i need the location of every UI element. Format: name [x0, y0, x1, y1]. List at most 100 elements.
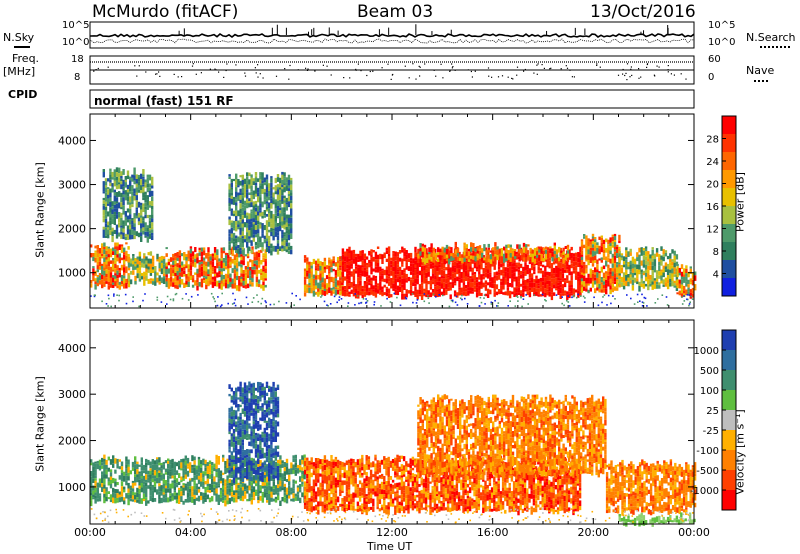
data-cell — [526, 285, 529, 291]
data-cell — [263, 437, 266, 443]
data-cell — [232, 199, 236, 205]
data-cell — [448, 246, 451, 250]
echo-dot — [689, 301, 691, 303]
data-cell — [290, 215, 293, 218]
data-cell — [104, 201, 108, 207]
data-cell — [687, 271, 690, 278]
data-cell — [470, 242, 473, 248]
freq-dot — [670, 73, 672, 75]
data-cell — [218, 282, 221, 289]
data-cell — [613, 242, 617, 247]
data-cell — [647, 284, 650, 291]
freq-dot — [549, 68, 551, 70]
data-cell — [636, 257, 639, 262]
data-cell — [235, 199, 238, 203]
data-cell — [109, 171, 112, 175]
data-cell — [129, 180, 132, 186]
data-cell — [310, 262, 313, 266]
data-cell — [178, 499, 181, 504]
data-cell — [589, 239, 592, 242]
data-cell — [265, 206, 269, 210]
data-cell — [113, 216, 116, 223]
data-cell — [241, 431, 244, 435]
echo-dot — [264, 300, 267, 302]
data-cell — [616, 287, 619, 291]
data-cell — [129, 204, 132, 209]
data-cell — [485, 253, 488, 256]
data-cell — [328, 287, 331, 293]
data-cell — [321, 287, 324, 290]
data-cell — [252, 195, 255, 200]
echo-dot — [354, 293, 356, 295]
data-cell — [171, 468, 174, 471]
echo-dot — [483, 297, 485, 299]
data-cell — [336, 257, 340, 261]
data-cell — [585, 255, 588, 260]
data-cell — [96, 245, 99, 250]
data-cell — [90, 253, 93, 258]
data-cell — [272, 391, 275, 398]
data-cell — [136, 256, 139, 260]
data-cell — [230, 395, 233, 400]
data-cell — [257, 205, 260, 212]
data-cell — [238, 280, 241, 286]
data-cell — [230, 198, 233, 205]
data-cell — [136, 499, 139, 503]
data-cell — [151, 226, 154, 230]
data-cell — [528, 282, 532, 288]
data-cell — [228, 216, 231, 220]
data-cell — [359, 269, 362, 274]
data-cell — [228, 442, 231, 447]
data-cell — [250, 399, 253, 403]
data-cell — [671, 265, 674, 269]
freq-dot — [599, 66, 601, 68]
data-cell — [451, 281, 455, 284]
data-cell — [405, 293, 408, 298]
data-cell — [647, 254, 650, 259]
data-cell — [193, 460, 196, 465]
data-cell — [220, 271, 223, 275]
data-cell — [173, 490, 176, 493]
data-cell — [381, 259, 384, 264]
data-cell — [113, 192, 116, 196]
data-cell — [235, 173, 238, 180]
data-cell — [180, 265, 184, 268]
data-cell — [248, 476, 251, 480]
data-cell — [409, 257, 413, 261]
data-cell — [283, 200, 286, 203]
data-cell — [259, 440, 262, 445]
data-cell — [259, 172, 262, 176]
data-cell — [250, 218, 253, 222]
data-cell — [496, 255, 499, 261]
data-cell — [244, 284, 248, 289]
echo-dot — [480, 301, 483, 304]
data-cell — [647, 261, 650, 266]
data-cell — [167, 258, 171, 262]
data-cell — [239, 471, 242, 476]
data-cell — [447, 275, 450, 278]
data-cell — [133, 235, 136, 240]
data-cell — [431, 265, 435, 269]
data-cell — [94, 475, 97, 478]
data-cell — [436, 285, 439, 290]
data-cell — [144, 199, 147, 203]
data-cell — [200, 261, 204, 264]
data-cell — [259, 485, 262, 491]
data-cell — [145, 256, 148, 261]
data-cell — [241, 198, 244, 205]
echo-dot — [247, 303, 249, 305]
data-cell — [401, 249, 404, 253]
data-cell — [336, 280, 340, 286]
data-cell — [125, 282, 128, 289]
data-cell — [290, 184, 293, 191]
data-cell — [189, 270, 193, 276]
data-cell — [549, 248, 552, 254]
data-cell — [151, 214, 154, 219]
data-cell — [314, 270, 318, 276]
data-cell — [149, 478, 152, 482]
data-cell — [268, 494, 271, 499]
data-cell — [257, 242, 260, 249]
data-cell — [257, 444, 260, 449]
data-cell — [241, 421, 244, 425]
data-cell — [434, 284, 437, 287]
